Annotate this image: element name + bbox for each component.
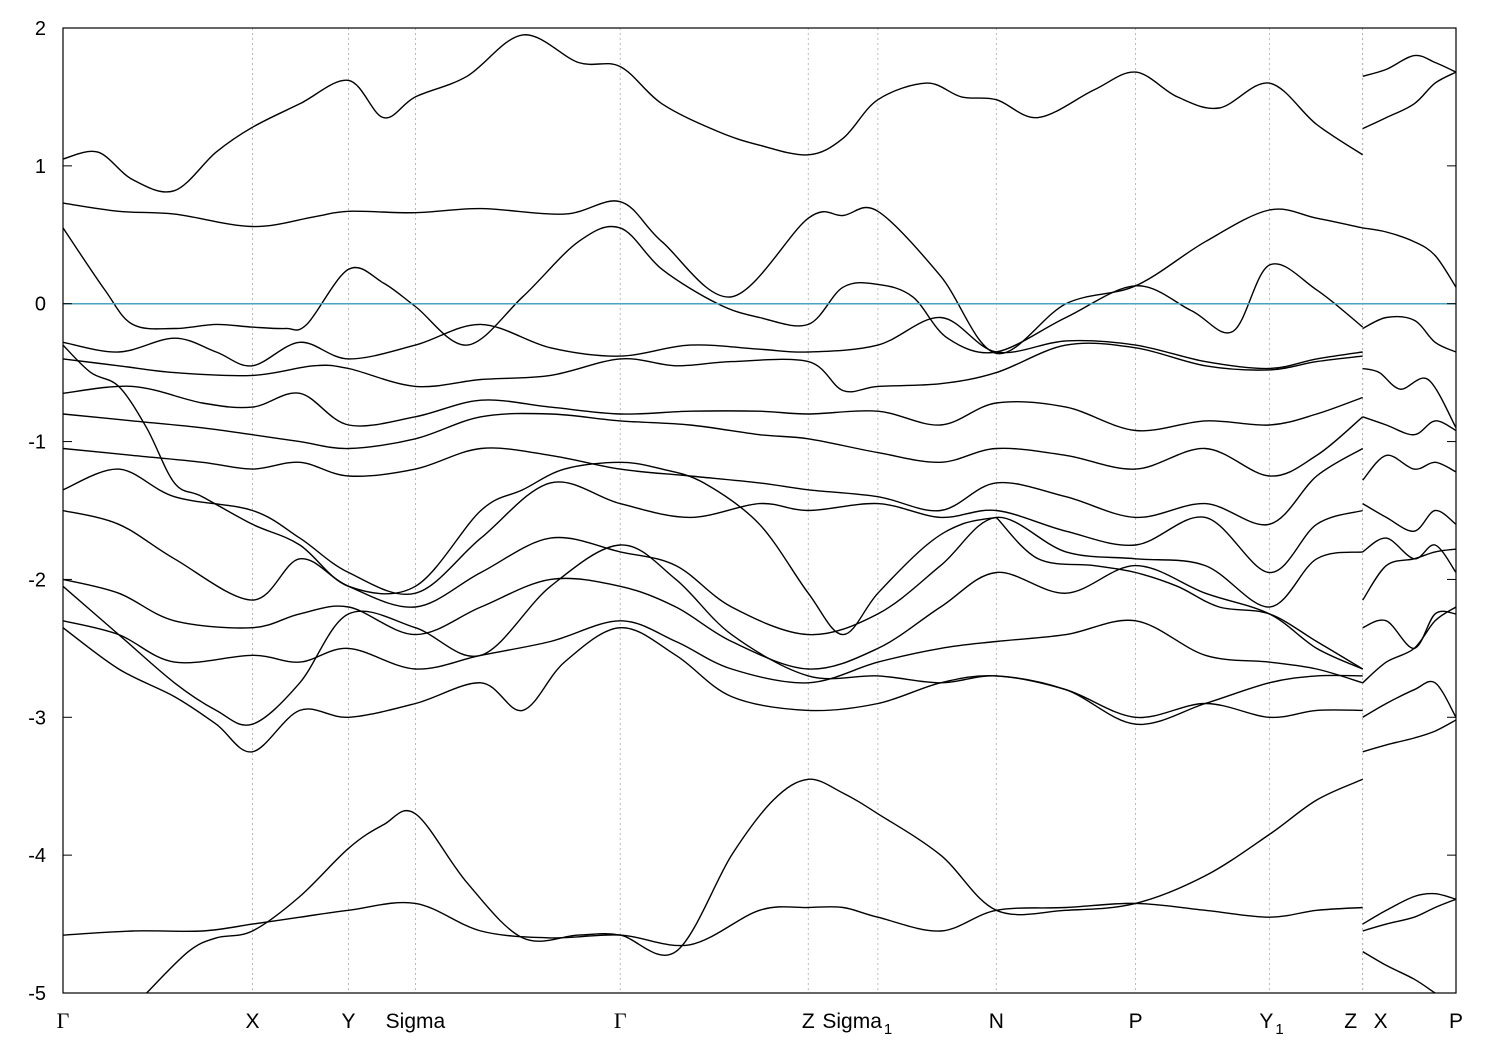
- band-line-12: [63, 626, 1363, 753]
- band-line-29: [1362, 680, 1456, 718]
- kpoint-label: Sigma: [386, 1010, 446, 1033]
- band-line-15: [146, 778, 1363, 993]
- band-line-4: [63, 342, 1363, 393]
- y-axis-ticks: 2 1 0 -1 -2 -3 -4 -5: [28, 18, 1456, 1005]
- band-line-5: [63, 385, 1363, 432]
- band-line-18: [1362, 227, 1456, 288]
- kpoint-label: Γ: [614, 1008, 627, 1033]
- band-line-30: [1362, 892, 1456, 925]
- band-line-26: [1362, 610, 1456, 650]
- ytick-label: 0: [35, 294, 46, 316]
- band-line-25: [1362, 548, 1456, 601]
- ytick-label: 2: [35, 18, 46, 40]
- band-line-1: [63, 200, 1363, 355]
- kpoint-label: Z: [1344, 1010, 1357, 1033]
- kpoint-label: Z: [802, 1010, 815, 1033]
- kpoint-label: Y: [1259, 1010, 1273, 1033]
- ytick-label: -5: [28, 983, 46, 1005]
- ytick-label: -4: [28, 845, 46, 867]
- band-line-24: [1362, 537, 1456, 573]
- band-line-31: [1362, 898, 1456, 932]
- ytick-label: -1: [28, 432, 46, 454]
- kpoint-label: X: [245, 1010, 259, 1033]
- band-line-22: [1362, 454, 1456, 481]
- kpoint-label-subscript: 1: [884, 1021, 892, 1038]
- band-line-6: [63, 412, 1364, 477]
- band-line-34: [1362, 71, 1456, 130]
- band-line-23: [1362, 502, 1456, 532]
- ytick-label: -2: [28, 569, 46, 591]
- ytick-label: 1: [35, 156, 46, 178]
- band-line-32: [1362, 950, 1437, 993]
- band-line-8: [63, 468, 1363, 596]
- band-line-3: [63, 316, 1363, 370]
- kpoint-label: Sigma: [822, 1010, 882, 1033]
- kpoint-label: Y: [342, 1010, 356, 1033]
- band-line-27: [1362, 606, 1456, 684]
- band-line-20: [1362, 367, 1456, 429]
- kpoint-label: P: [1129, 1010, 1143, 1033]
- x-axis-kpoints: Γ X Y Sigma Γ Z Sigma 1 N P Y 1 Z X P: [57, 1008, 1463, 1038]
- kpoint-label: X: [1374, 1010, 1388, 1033]
- band-lines: [63, 34, 1456, 993]
- band-line-11: [63, 619, 1363, 684]
- kpath-gridlines: [252, 28, 1364, 993]
- band-line-7: [63, 447, 1364, 526]
- plot-frame: [62, 27, 1457, 994]
- kpoint-label: P: [1449, 1010, 1463, 1033]
- band-line-14: [63, 901, 1363, 947]
- band-line-19: [1362, 315, 1456, 353]
- band-line-21: [1362, 416, 1456, 436]
- band-line-10: [63, 564, 1363, 670]
- ytick-label: -3: [28, 707, 46, 729]
- band-line-2: [63, 225, 1364, 354]
- kpoint-label-subscript: 1: [1275, 1021, 1283, 1038]
- band-line-28: [1362, 719, 1456, 753]
- kpoint-label: Γ: [57, 1008, 70, 1033]
- band-line-33: [1362, 54, 1456, 77]
- band-line-17: [995, 516, 1364, 670]
- band-line-0: [63, 34, 1364, 193]
- band-line-9: [63, 509, 1363, 636]
- band-line-16: [63, 344, 997, 636]
- band-line-13: [63, 544, 1363, 726]
- kpoint-label: N: [989, 1010, 1004, 1033]
